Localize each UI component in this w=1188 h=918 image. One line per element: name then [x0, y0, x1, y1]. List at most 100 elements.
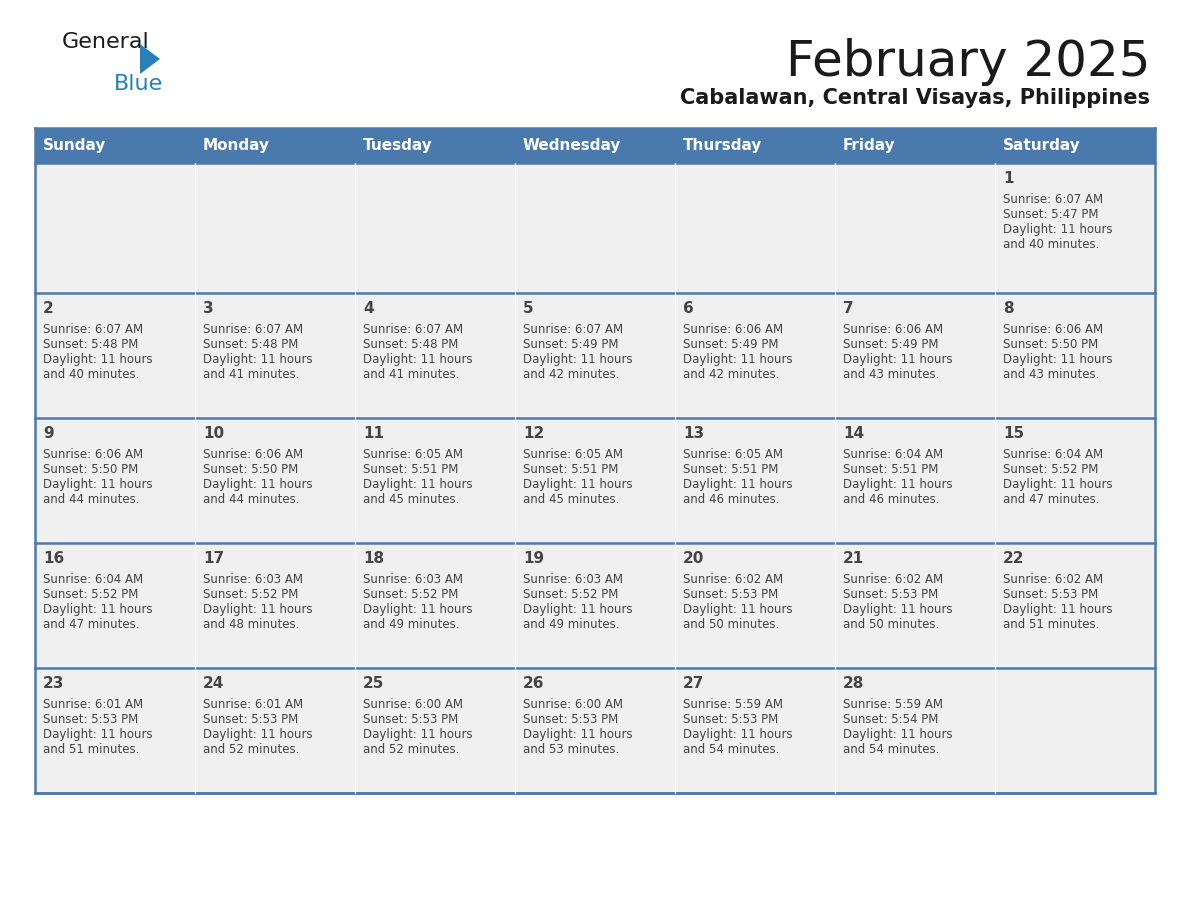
Text: Sunset: 5:51 PM: Sunset: 5:51 PM	[843, 463, 939, 476]
Bar	[675, 163, 835, 293]
Text: and 40 minutes.: and 40 minutes.	[1003, 238, 1099, 251]
Text: 24: 24	[203, 676, 225, 691]
Text: Sunrise: 6:03 AM: Sunrise: 6:03 AM	[523, 573, 623, 586]
Text: Sunset: 5:48 PM: Sunset: 5:48 PM	[364, 338, 459, 351]
Bar	[34, 418, 195, 543]
Text: 10: 10	[203, 426, 225, 441]
Text: 3: 3	[203, 301, 214, 316]
Bar	[34, 293, 195, 418]
Text: 23: 23	[43, 676, 64, 691]
Text: 1: 1	[1003, 171, 1013, 186]
Text: Sunset: 5:48 PM: Sunset: 5:48 PM	[43, 338, 138, 351]
Text: Monday: Monday	[203, 138, 270, 153]
Text: 25: 25	[364, 676, 385, 691]
Text: Sunset: 5:53 PM: Sunset: 5:53 PM	[364, 713, 459, 726]
Text: 2: 2	[43, 301, 53, 316]
Text: 15: 15	[1003, 426, 1024, 441]
Bar	[675, 293, 835, 418]
Text: Daylight: 11 hours: Daylight: 11 hours	[203, 353, 312, 366]
Text: Daylight: 11 hours: Daylight: 11 hours	[1003, 478, 1113, 491]
Text: Daylight: 11 hours: Daylight: 11 hours	[364, 728, 473, 741]
Text: Friday: Friday	[843, 138, 896, 153]
Text: Sunrise: 6:07 AM: Sunrise: 6:07 AM	[203, 323, 303, 336]
Text: Sunrise: 6:03 AM: Sunrise: 6:03 AM	[203, 573, 303, 586]
Text: Sunset: 5:52 PM: Sunset: 5:52 PM	[523, 588, 619, 601]
Bar	[195, 293, 355, 418]
Text: and 52 minutes.: and 52 minutes.	[203, 743, 299, 756]
Text: Daylight: 11 hours: Daylight: 11 hours	[1003, 353, 1113, 366]
Text: Sunrise: 6:07 AM: Sunrise: 6:07 AM	[43, 323, 143, 336]
Text: Sunrise: 5:59 AM: Sunrise: 5:59 AM	[843, 698, 943, 711]
Text: Sunrise: 6:07 AM: Sunrise: 6:07 AM	[364, 323, 463, 336]
Text: Daylight: 11 hours: Daylight: 11 hours	[843, 353, 953, 366]
Bar	[835, 543, 996, 668]
Text: Sunrise: 6:06 AM: Sunrise: 6:06 AM	[43, 448, 143, 461]
Text: 18: 18	[364, 551, 384, 566]
Text: 16: 16	[43, 551, 64, 566]
Text: Sunset: 5:53 PM: Sunset: 5:53 PM	[843, 588, 939, 601]
Text: and 40 minutes.: and 40 minutes.	[43, 368, 139, 381]
Text: Daylight: 11 hours: Daylight: 11 hours	[843, 478, 953, 491]
Text: 9: 9	[43, 426, 53, 441]
Text: Sunrise: 6:07 AM: Sunrise: 6:07 AM	[1003, 193, 1104, 206]
Text: and 46 minutes.: and 46 minutes.	[683, 493, 779, 506]
Bar	[516, 543, 675, 668]
Text: Thursday: Thursday	[683, 138, 763, 153]
Bar	[996, 668, 1155, 793]
Text: Sunrise: 6:06 AM: Sunrise: 6:06 AM	[203, 448, 303, 461]
Bar	[34, 128, 195, 163]
Text: Daylight: 11 hours: Daylight: 11 hours	[1003, 223, 1113, 236]
Text: and 50 minutes.: and 50 minutes.	[683, 618, 779, 631]
Text: and 45 minutes.: and 45 minutes.	[364, 493, 460, 506]
Text: Sunset: 5:52 PM: Sunset: 5:52 PM	[364, 588, 459, 601]
Text: Sunset: 5:52 PM: Sunset: 5:52 PM	[203, 588, 298, 601]
Text: 17: 17	[203, 551, 225, 566]
Bar	[516, 293, 675, 418]
Text: 5: 5	[523, 301, 533, 316]
Bar	[516, 418, 675, 543]
Text: and 42 minutes.: and 42 minutes.	[523, 368, 619, 381]
Text: and 42 minutes.: and 42 minutes.	[683, 368, 779, 381]
Bar	[675, 418, 835, 543]
Text: and 43 minutes.: and 43 minutes.	[843, 368, 940, 381]
Text: Sunset: 5:50 PM: Sunset: 5:50 PM	[43, 463, 138, 476]
Text: Daylight: 11 hours: Daylight: 11 hours	[1003, 603, 1113, 616]
Text: 8: 8	[1003, 301, 1013, 316]
Text: Sunrise: 6:04 AM: Sunrise: 6:04 AM	[1003, 448, 1104, 461]
Text: Daylight: 11 hours: Daylight: 11 hours	[203, 478, 312, 491]
Text: Daylight: 11 hours: Daylight: 11 hours	[523, 603, 633, 616]
Text: and 54 minutes.: and 54 minutes.	[843, 743, 940, 756]
Text: Sunrise: 6:06 AM: Sunrise: 6:06 AM	[843, 323, 943, 336]
Text: Sunrise: 6:04 AM: Sunrise: 6:04 AM	[43, 573, 143, 586]
Text: 20: 20	[683, 551, 704, 566]
Bar	[996, 293, 1155, 418]
Text: Daylight: 11 hours: Daylight: 11 hours	[43, 603, 152, 616]
Text: and 46 minutes.: and 46 minutes.	[843, 493, 940, 506]
Text: and 50 minutes.: and 50 minutes.	[843, 618, 940, 631]
Text: Sunrise: 6:02 AM: Sunrise: 6:02 AM	[843, 573, 943, 586]
Text: 14: 14	[843, 426, 864, 441]
Bar	[195, 668, 355, 793]
Text: 28: 28	[843, 676, 865, 691]
Text: Sunset: 5:54 PM: Sunset: 5:54 PM	[843, 713, 939, 726]
Text: 4: 4	[364, 301, 373, 316]
Bar	[675, 543, 835, 668]
Text: 21: 21	[843, 551, 864, 566]
Text: Sunday: Sunday	[43, 138, 107, 153]
Bar	[996, 128, 1155, 163]
Text: Sunset: 5:51 PM: Sunset: 5:51 PM	[364, 463, 459, 476]
Text: Sunrise: 6:02 AM: Sunrise: 6:02 AM	[1003, 573, 1104, 586]
Text: Daylight: 11 hours: Daylight: 11 hours	[523, 728, 633, 741]
Text: Sunrise: 6:06 AM: Sunrise: 6:06 AM	[683, 323, 783, 336]
Text: Sunset: 5:48 PM: Sunset: 5:48 PM	[203, 338, 298, 351]
Polygon shape	[140, 44, 160, 74]
Text: Sunset: 5:50 PM: Sunset: 5:50 PM	[203, 463, 298, 476]
Bar	[516, 128, 675, 163]
Bar	[675, 128, 835, 163]
Bar	[996, 543, 1155, 668]
Text: Daylight: 11 hours: Daylight: 11 hours	[683, 353, 792, 366]
Text: and 52 minutes.: and 52 minutes.	[364, 743, 460, 756]
Text: Wednesday: Wednesday	[523, 138, 621, 153]
Text: Daylight: 11 hours: Daylight: 11 hours	[203, 728, 312, 741]
Bar	[355, 293, 516, 418]
